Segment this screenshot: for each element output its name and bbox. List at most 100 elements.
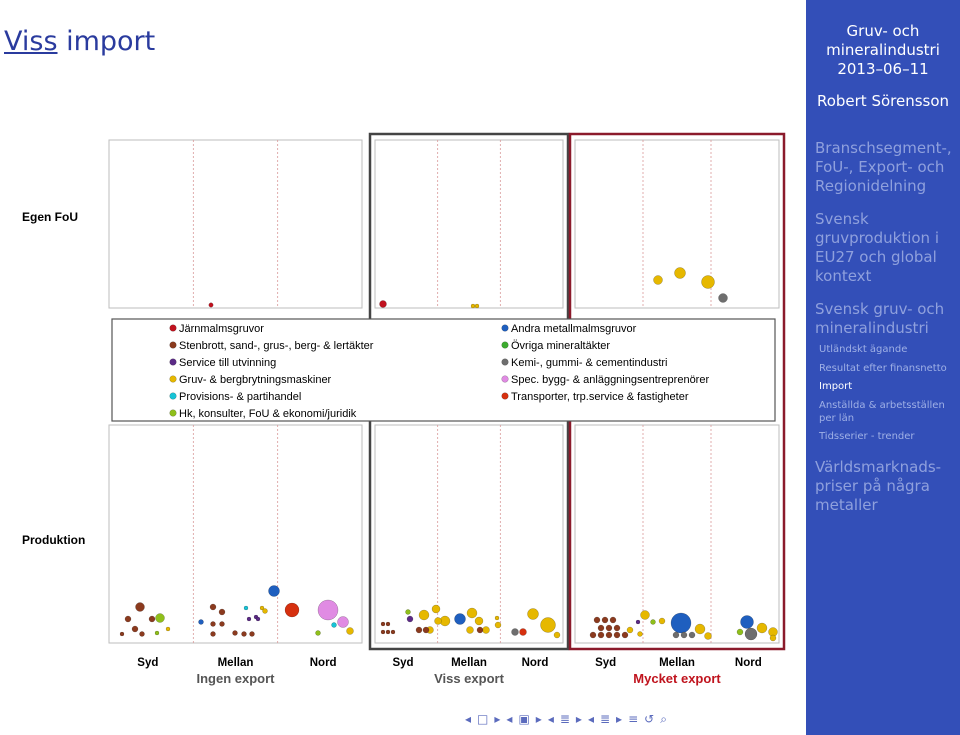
nav-control-icon[interactable]: ▸ xyxy=(535,712,542,726)
bubble xyxy=(284,602,300,618)
bubble xyxy=(337,616,349,628)
bubble xyxy=(736,628,744,636)
bubble xyxy=(418,609,430,621)
bubble xyxy=(740,615,754,629)
sidebar-section-line: EU27 och global xyxy=(815,248,937,266)
bubble xyxy=(589,631,597,639)
bubble xyxy=(165,626,171,632)
sidebar-subitem-anstallda[interactable]: Anställda & arbetsställen xyxy=(819,400,945,411)
bubble xyxy=(380,621,386,627)
bubble xyxy=(613,624,621,632)
legend-marker xyxy=(501,324,509,332)
sidebar-section-varldsmarknad[interactable]: Världsmarknads- priser på några metaller xyxy=(815,458,941,515)
row-label: Produktion xyxy=(22,533,85,547)
bubble xyxy=(637,631,643,637)
column-label: Mellan xyxy=(659,657,695,669)
bubble xyxy=(454,613,466,625)
legend-marker xyxy=(169,392,177,400)
bubble xyxy=(701,275,715,289)
bubble xyxy=(597,624,605,632)
bubble xyxy=(219,621,225,627)
nav-control-icon[interactable]: ≣ xyxy=(599,712,611,726)
legend-marker xyxy=(169,358,177,366)
slide-navigation: ◂ □ ▸ ◂ ▣ ▸ ◂ ≣ ▸ ◂ ≣ ▸ ≡ ↺ ⌕ xyxy=(465,712,805,728)
sidebar-subitem-per-lan[interactable]: per län xyxy=(819,413,855,424)
sidebar-section-mineralindustri[interactable]: Svensk gruv- och mineralindustri xyxy=(815,300,944,338)
nav-control-icon[interactable]: ↺ xyxy=(644,712,655,726)
panel-upper xyxy=(108,139,363,309)
legend-marker xyxy=(169,409,177,417)
bubble xyxy=(431,604,441,614)
sidebar-section-line: kontext xyxy=(815,267,872,285)
nav-control-icon[interactable]: ▸ xyxy=(494,712,501,726)
panel-label: Mycket export xyxy=(633,671,721,686)
legend-label: Kemi-, gummi- & cementindustri xyxy=(511,357,668,369)
nav-control-icon[interactable]: ≡ xyxy=(628,712,639,726)
sidebar-subitem-tidsserier[interactable]: Tidsserier - trender xyxy=(819,431,915,442)
bubble xyxy=(262,608,268,614)
column-label: Nord xyxy=(522,657,549,669)
nav-control-icon[interactable]: ◂ xyxy=(547,712,554,726)
legend-label: Provisions- & partihandel xyxy=(179,391,301,403)
bubble xyxy=(241,631,247,637)
bubble xyxy=(769,634,777,642)
sidebar-subitem-import[interactable]: Import xyxy=(819,381,853,392)
sidebar-heading-line: Gruv- och xyxy=(846,22,920,40)
bubble xyxy=(511,628,519,636)
column-label: Mellan xyxy=(451,657,487,669)
nav-control-icon[interactable]: ◂ xyxy=(587,712,594,726)
sidebar-section-line: Världsmarknads- xyxy=(815,458,942,476)
sidebar-section-line: gruvproduktion i xyxy=(815,229,939,247)
bubble xyxy=(674,267,686,279)
bubble xyxy=(650,619,656,625)
nav-control-icon[interactable]: ▸ xyxy=(616,712,623,726)
legend-marker xyxy=(169,375,177,383)
nav-control-icon[interactable]: ◂ xyxy=(465,712,472,726)
nav-control-icon[interactable]: ▸ xyxy=(575,712,582,726)
nav-control-icon[interactable]: ⌕ xyxy=(660,712,667,726)
legend-label: Järnmalmsgruvor xyxy=(179,323,264,335)
legend-label: Spec. bygg- & anläggningsentreprenörer xyxy=(511,374,709,386)
sidebar-subitem-utlandskt[interactable]: Utländskt ägande xyxy=(819,344,908,355)
bubble xyxy=(658,617,666,625)
sidebar-section-gruvproduktion[interactable]: Svensk gruvproduktion i EU27 och global … xyxy=(815,210,939,286)
sidebar-subitem-resultat[interactable]: Resultat efter finansnetto xyxy=(819,363,947,374)
title-rest: import xyxy=(57,26,156,57)
bubble xyxy=(246,616,252,622)
legend-marker xyxy=(169,324,177,332)
bubble xyxy=(131,625,139,633)
nav-control-icon[interactable]: ▣ xyxy=(518,712,530,726)
bubble xyxy=(605,631,613,639)
nav-control-icon[interactable]: □ xyxy=(477,712,489,726)
legend-label: Stenbrott, sand-, grus-, berg- & lertäkt… xyxy=(179,340,374,352)
sidebar: Gruv- och mineralindustri 2013–06–11 Rob… xyxy=(806,0,960,735)
bubble xyxy=(609,616,617,624)
column-label: Syd xyxy=(392,657,413,669)
panel-lower xyxy=(574,424,780,644)
legend-label: Hk, konsulter, FoU & ekonomi/juridik xyxy=(179,408,357,420)
bubble xyxy=(553,631,561,639)
bubble xyxy=(470,303,476,309)
sidebar-section-line: Regionidelning xyxy=(815,177,927,195)
title-link[interactable]: Viss xyxy=(4,26,58,57)
row-label: Egen FoU xyxy=(22,210,78,224)
bubble xyxy=(694,623,706,635)
legend-box xyxy=(111,318,776,422)
bubble xyxy=(317,599,339,621)
column-label: Nord xyxy=(735,657,762,669)
column-label: Syd xyxy=(137,657,158,669)
bubble xyxy=(209,603,217,611)
bubble xyxy=(466,626,474,634)
bubble-chart: Syd Mellan Nord Ingen export Syd Mellan Nord Vi… xyxy=(22,132,786,686)
sidebar-section-branschsegment[interactable]: Branschsegment-, FoU-, Export- och Regio… xyxy=(815,139,952,196)
bubble xyxy=(640,610,650,620)
nav-control-icon[interactable]: ◂ xyxy=(506,712,513,726)
sidebar-section-line: mineralindustri xyxy=(815,319,929,337)
nav-control-icon[interactable]: ≣ xyxy=(559,712,570,726)
legend-marker xyxy=(169,341,177,349)
bubble xyxy=(406,615,414,623)
bubble xyxy=(593,616,601,624)
bubble xyxy=(540,617,556,633)
sidebar-section-line: FoU-, Export- och xyxy=(815,158,945,176)
bubble xyxy=(331,622,337,628)
